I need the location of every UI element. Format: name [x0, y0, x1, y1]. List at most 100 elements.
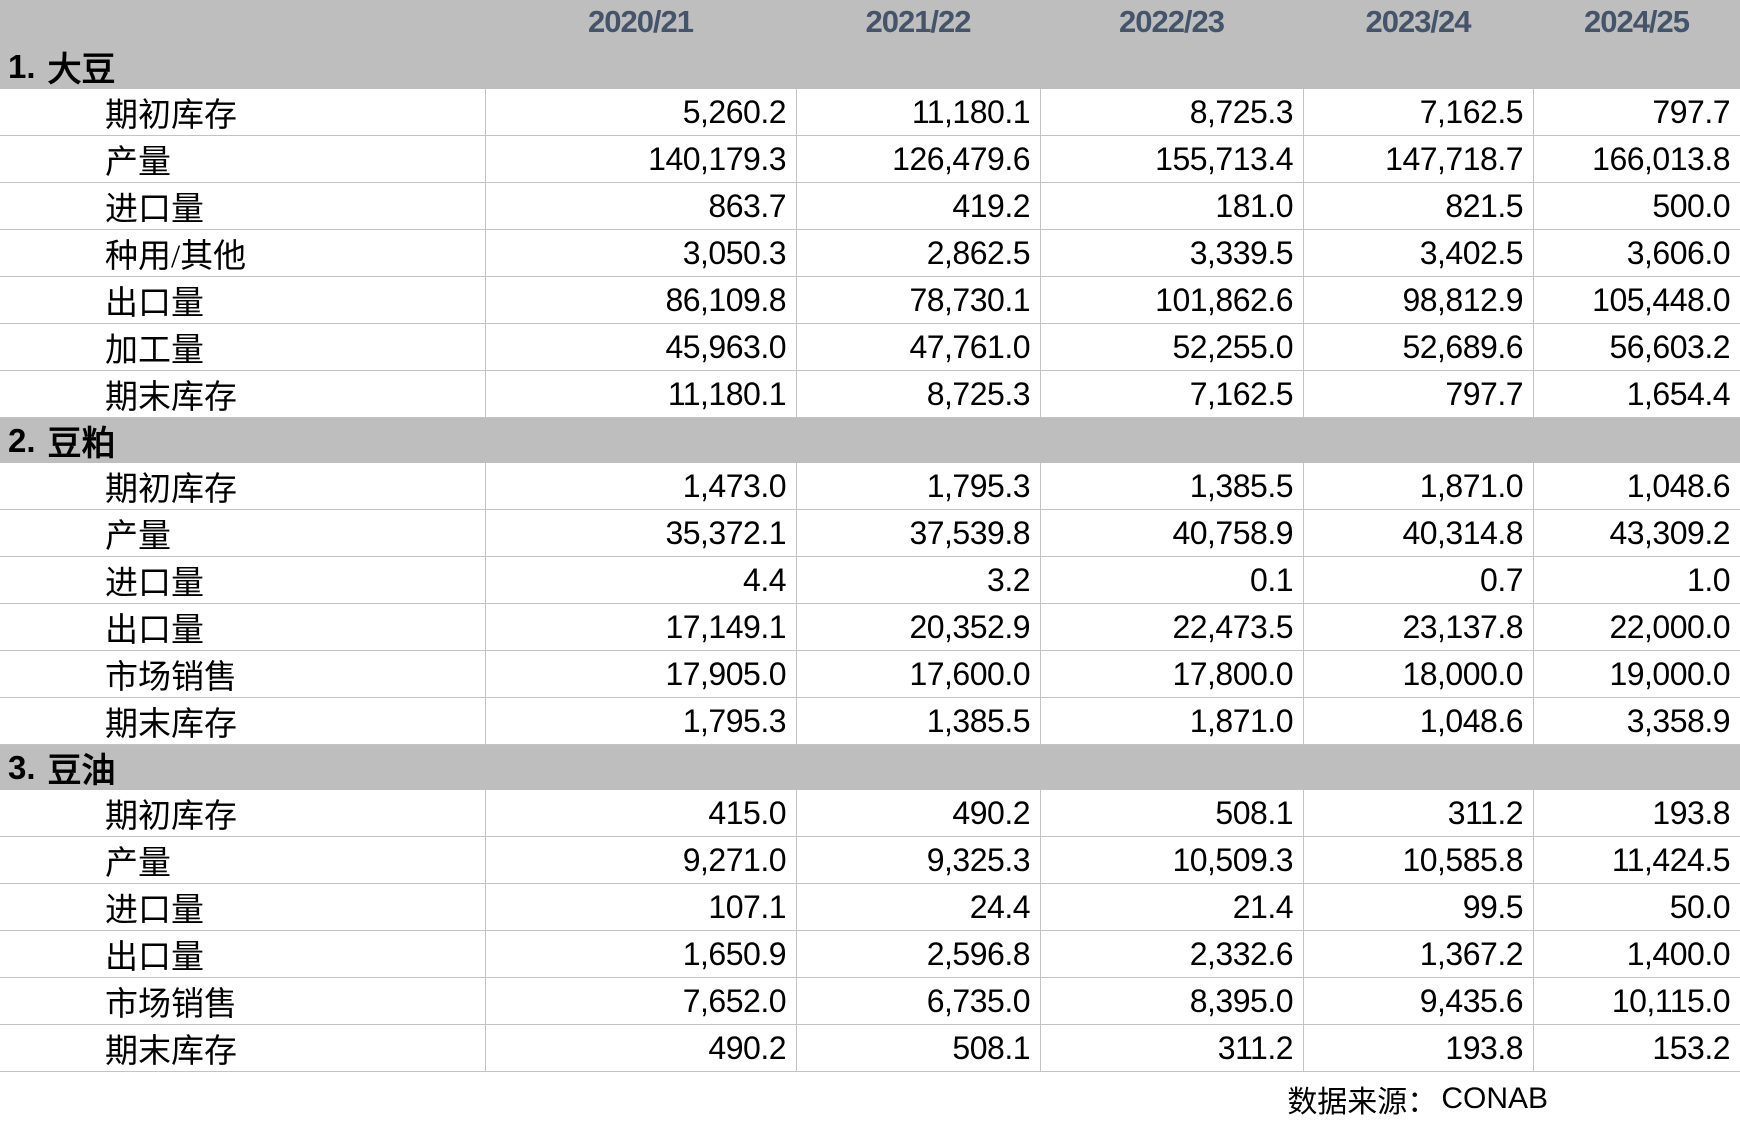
corner-cell	[0, 0, 485, 44]
value-cell: 101,862.6	[1040, 277, 1303, 323]
value-cell: 126,479.6	[796, 136, 1040, 182]
value-cell: 20,352.9	[796, 604, 1040, 650]
row-label: 市场销售	[105, 987, 237, 1023]
value-cell: 3,339.5	[1040, 230, 1303, 276]
value-cell: 3,402.5	[1303, 230, 1533, 276]
value-cell: 166,013.8	[1533, 136, 1740, 182]
value-cell: 863.7	[485, 183, 796, 229]
value-cell: 17,149.1	[485, 604, 796, 650]
value-cell: 1,473.0	[485, 463, 796, 509]
value-cell: 153.2	[1533, 1025, 1740, 1071]
section-number: 2.	[8, 421, 36, 459]
value-cell: 47,761.0	[796, 324, 1040, 370]
year-header: 2024/25	[1583, 4, 1690, 39]
value-cell: 7,162.5	[1303, 89, 1533, 135]
year-header: 2021/22	[865, 4, 971, 39]
value-cell: 500.0	[1533, 183, 1740, 229]
table-row: 期初库存 5,260.2 11,180.1 8,725.3 7,162.5 797.7	[0, 89, 1740, 136]
value-cell: 45,963.0	[485, 324, 796, 370]
row-label: 期末库存	[105, 1034, 237, 1070]
value-cell: 1,650.9	[485, 931, 796, 977]
section-number: 3.	[8, 748, 36, 786]
value-cell: 0.1	[1040, 557, 1303, 603]
value-cell: 52,255.0	[1040, 324, 1303, 370]
value-cell: 11,180.1	[796, 89, 1040, 135]
value-cell: 181.0	[1040, 183, 1303, 229]
value-cell: 21.4	[1040, 884, 1303, 930]
row-label: 期末库存	[105, 380, 237, 416]
value-cell: 98,812.9	[1303, 277, 1533, 323]
value-cell: 1,048.6	[1303, 698, 1533, 744]
table-row: 期末库存 490.2 508.1 311.2 193.8 153.2	[0, 1025, 1740, 1072]
table-row: 期末库存 1,795.3 1,385.5 1,871.0 1,048.6 3,358.9	[0, 698, 1740, 745]
table-row: 出口量 86,109.8 78,730.1 101,862.6 98,812.9 105,…	[0, 277, 1740, 324]
value-cell: 19,000.0	[1533, 651, 1740, 697]
value-cell: 11,424.5	[1533, 837, 1740, 883]
value-cell: 5,260.2	[485, 89, 796, 135]
section-header: 2. 豆粕	[0, 418, 1740, 463]
row-label: 期初库存	[105, 799, 237, 835]
section-name: 豆油	[47, 753, 116, 790]
year-header: 2020/21	[587, 4, 694, 39]
value-cell: 193.8	[1303, 1025, 1533, 1071]
table-row: 进口量 107.1 24.4 21.4 99.5 50.0	[0, 884, 1740, 931]
value-cell: 140,179.3	[485, 136, 796, 182]
value-cell: 18,000.0	[1303, 651, 1533, 697]
section-name: 豆粕	[47, 426, 116, 463]
value-cell: 10,115.0	[1533, 978, 1740, 1024]
source-value: CONAB	[1441, 1081, 1548, 1115]
section-header: 1. 大豆	[0, 44, 1740, 89]
value-cell: 2,596.8	[796, 931, 1040, 977]
value-cell: 490.2	[796, 790, 1040, 836]
row-label: 期初库存	[105, 472, 237, 508]
value-cell: 3,050.3	[485, 230, 796, 276]
value-cell: 1,367.2	[1303, 931, 1533, 977]
row-label: 产量	[105, 145, 171, 181]
value-cell: 508.1	[796, 1025, 1040, 1071]
section-header: 3. 豆油	[0, 745, 1740, 790]
table-row: 产量 140,179.3 126,479.6 155,713.4 147,718.7 16…	[0, 136, 1740, 183]
row-label: 产量	[105, 846, 171, 882]
value-cell: 40,758.9	[1040, 510, 1303, 556]
value-cell: 99.5	[1303, 884, 1533, 930]
value-cell: 193.8	[1533, 790, 1740, 836]
table-row: 进口量 4.4 3.2 0.1 0.7 1.0	[0, 557, 1740, 604]
table-row: 产量 35,372.1 37,539.8 40,758.9 40,314.8 43,309…	[0, 510, 1740, 557]
row-label: 进口量	[105, 566, 204, 602]
table-row: 期初库存 1,473.0 1,795.3 1,385.5 1,871.0 1,048.6	[0, 463, 1740, 510]
value-cell: 490.2	[485, 1025, 796, 1071]
value-cell: 6,735.0	[796, 978, 1040, 1024]
value-cell: 1,795.3	[485, 698, 796, 744]
value-cell: 2,332.6	[1040, 931, 1303, 977]
value-cell: 2,862.5	[796, 230, 1040, 276]
value-cell: 43,309.2	[1533, 510, 1740, 556]
row-label: 出口量	[105, 286, 204, 322]
value-cell: 9,325.3	[796, 837, 1040, 883]
value-cell: 8,725.3	[1040, 89, 1303, 135]
row-label: 市场销售	[105, 660, 237, 696]
value-cell: 7,162.5	[1040, 371, 1303, 417]
row-label: 种用/其他	[105, 239, 247, 275]
value-cell: 797.7	[1303, 371, 1533, 417]
year-header: 2023/24	[1365, 4, 1471, 39]
table-row: 进口量 863.7 419.2 181.0 821.5 500.0	[0, 183, 1740, 230]
row-label: 期末库存	[105, 707, 237, 743]
value-cell: 17,905.0	[485, 651, 796, 697]
table-row: 期末库存 11,180.1 8,725.3 7,162.5 797.7 1,654.4	[0, 371, 1740, 418]
table-row: 加工量 45,963.0 47,761.0 52,255.0 52,689.6 56,60…	[0, 324, 1740, 371]
source-label: 数据来源：	[1287, 1085, 1438, 1119]
value-cell: 1,385.5	[796, 698, 1040, 744]
row-label: 进口量	[105, 893, 204, 929]
value-cell: 4.4	[485, 557, 796, 603]
value-cell: 8,725.3	[796, 371, 1040, 417]
value-cell: 23,137.8	[1303, 604, 1533, 650]
row-label: 进口量	[105, 192, 204, 228]
value-cell: 24.4	[796, 884, 1040, 930]
value-cell: 9,271.0	[485, 837, 796, 883]
table-row: 期初库存 415.0 490.2 508.1 311.2 193.8	[0, 790, 1740, 837]
source-note: 数据来源： CONAB	[0, 1072, 1740, 1125]
value-cell: 821.5	[1303, 183, 1533, 229]
value-cell: 40,314.8	[1303, 510, 1533, 556]
value-cell: 17,600.0	[796, 651, 1040, 697]
value-cell: 1,048.6	[1533, 463, 1740, 509]
